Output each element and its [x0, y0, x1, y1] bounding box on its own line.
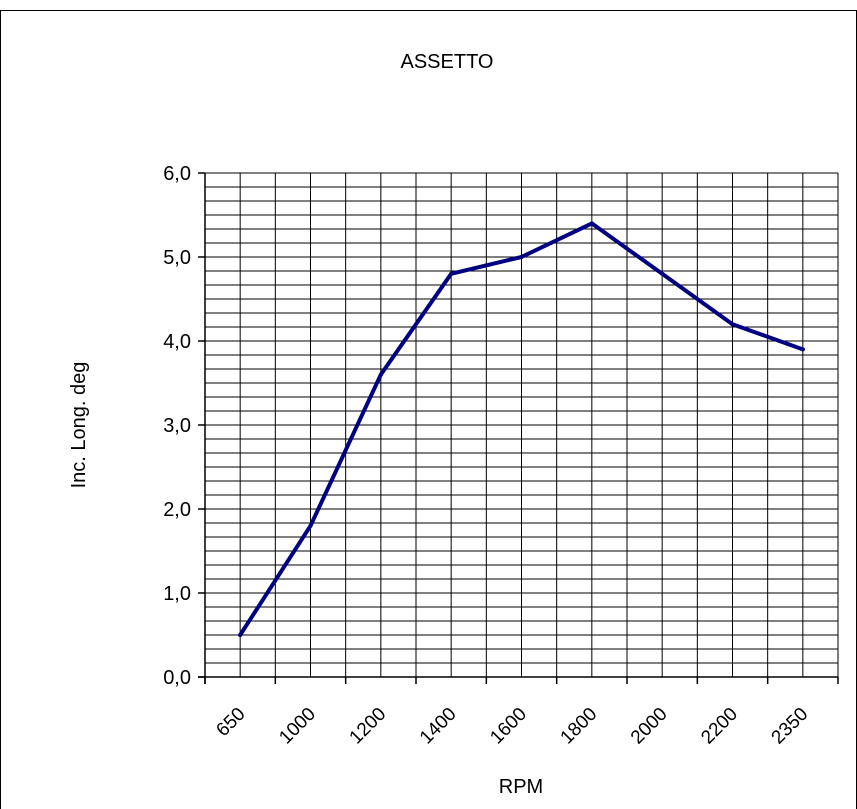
y-tick-label: 1,0 — [163, 583, 191, 605]
data-point — [730, 322, 735, 327]
data-point — [308, 523, 313, 528]
plot-area: 0,01,02,03,04,05,06,0 650 1000 1200 1400 160… — [163, 163, 839, 748]
y-tick-label: 3,0 — [163, 415, 191, 437]
series-group — [238, 221, 805, 637]
y-tick-label: 6,0 — [163, 163, 191, 185]
data-point — [589, 221, 594, 226]
data-point — [519, 255, 524, 259]
y-axis-title: Inc. Long. deg — [68, 362, 90, 489]
data-point — [378, 372, 383, 377]
y-tick-label: 4,0 — [163, 331, 191, 353]
chart-border — [0, 10, 857, 809]
data-point — [449, 271, 454, 276]
y-tick-label: 0,0 — [163, 667, 191, 689]
x-axis-title: RPM — [499, 776, 543, 798]
y-tick-label: 2,0 — [163, 499, 191, 521]
data-point — [800, 347, 805, 352]
y-tick-label: 5,0 — [163, 247, 191, 269]
y-axis-ticks: 0,0 1,0 2,0 3,0 4,0 5,0 6,0 — [163, 163, 205, 689]
data-point — [238, 633, 243, 637]
data-point — [660, 271, 665, 276]
chart-title: ASSETTO — [401, 51, 494, 73]
